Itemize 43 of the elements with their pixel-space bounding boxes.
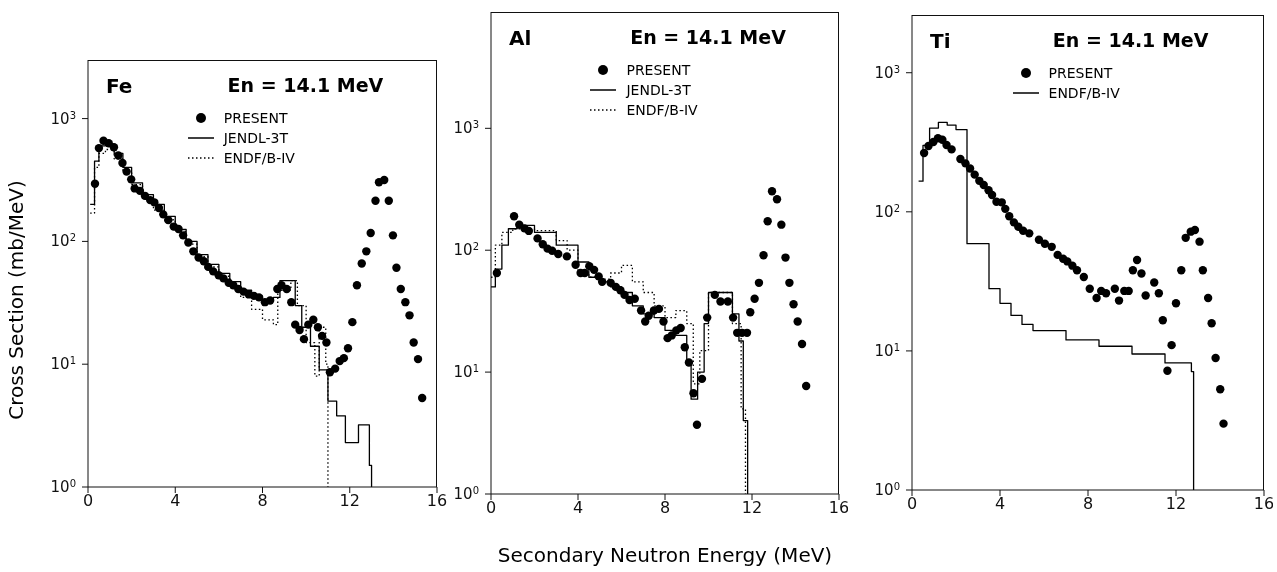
x-tick-label: 12 — [339, 491, 360, 511]
x-tick-label: 0 — [82, 491, 94, 511]
legend-label: ENDF/B-IV — [223, 150, 295, 166]
y-tick-label: 10$^{2}$ — [50, 231, 76, 251]
y-tick-label: 10$^{3}$ — [50, 109, 76, 128]
y-tick-label: 10$^{0}$ — [874, 480, 900, 499]
legend-label: JENDL-3T — [626, 82, 691, 98]
legend-label: ENDF/B-IV — [1048, 85, 1120, 101]
y-tick-label: 10$^{3}$ — [453, 118, 479, 138]
annotation: En = 14.1 MeV — [630, 26, 786, 48]
y-tick-label: 10$^{0}$ — [453, 484, 479, 503]
annotation: En = 14.1 MeV — [1052, 29, 1209, 51]
x-tick-label: 4 — [170, 491, 181, 511]
x-tick-label: 16 — [1253, 494, 1275, 514]
x-tick-label: 0 — [485, 498, 497, 518]
x-tick-label: 12 — [741, 498, 763, 518]
annotation: Fe — [106, 74, 133, 98]
x-tick-label: 8 — [659, 498, 671, 518]
legend-label: PRESENT — [223, 110, 288, 126]
x-tick-label: 8 — [1082, 494, 1094, 514]
x-axis-title: Secondary Neutron Energy (MeV) — [496, 543, 834, 567]
annotation: Al — [509, 26, 532, 50]
y-tick-label: 10$^{0}$ — [50, 477, 76, 496]
y-tick-label: 10$^{1}$ — [874, 341, 900, 360]
x-tick-label: 8 — [257, 491, 268, 511]
y-axis-title: Cross Section (mb/MeV) — [4, 179, 28, 422]
y-tick-label: 10$^{1}$ — [50, 354, 76, 374]
y-tick-label: 10$^{2}$ — [453, 240, 479, 260]
legend-label: PRESENT — [1048, 65, 1113, 81]
legend-label: ENDF/B-IV — [626, 102, 698, 118]
x-tick-label: 12 — [1165, 494, 1187, 514]
legend-label: JENDL-3T — [223, 130, 289, 146]
y-tick-label: 10$^{1}$ — [453, 362, 479, 382]
y-tick-label: 10$^{3}$ — [874, 63, 900, 82]
x-tick-label: 4 — [994, 494, 1006, 514]
x-tick-label: 16 — [426, 491, 448, 511]
x-tick-label: 16 — [828, 498, 850, 518]
annotation: Ti — [930, 29, 951, 53]
x-tick-label: 0 — [906, 494, 918, 514]
x-tick-label: 4 — [572, 498, 584, 518]
legend-label: PRESENT — [626, 62, 691, 78]
y-tick-label: 10$^{2}$ — [874, 202, 900, 221]
annotation: En = 14.1 MeV — [227, 74, 384, 96]
